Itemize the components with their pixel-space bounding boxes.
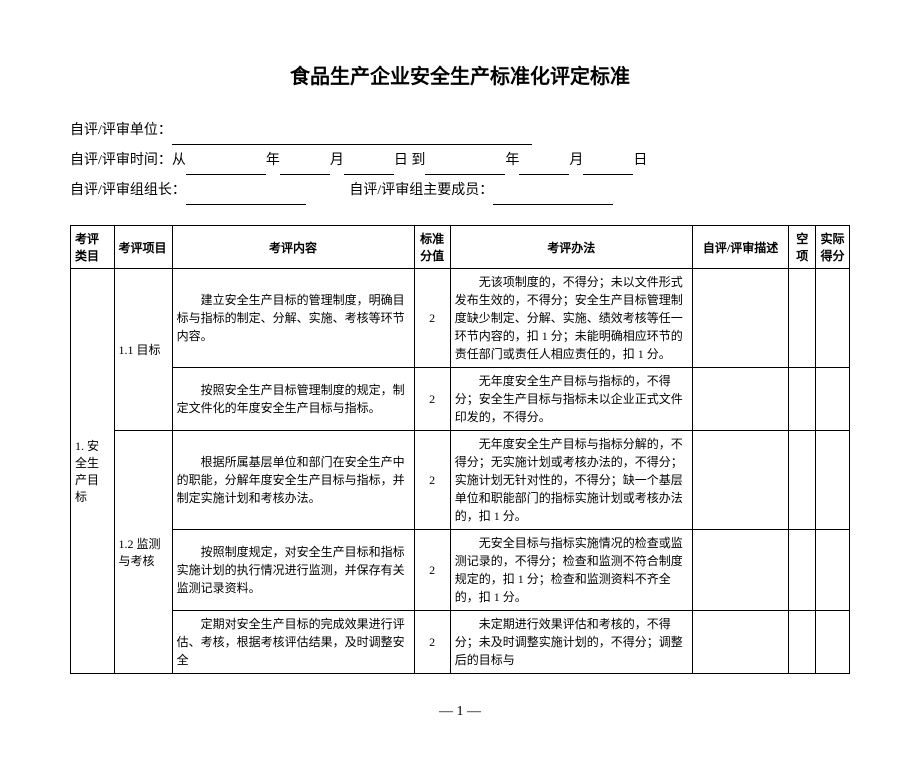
th-method: 考评办法	[450, 226, 692, 269]
item-cell-2: 1.2 监测与考核	[114, 431, 172, 674]
page-number: — 1 —	[70, 704, 850, 720]
empty-cell	[789, 269, 816, 368]
th-empty: 空项	[789, 226, 816, 269]
month2: 月	[569, 153, 583, 168]
year2: 年	[505, 153, 519, 168]
score-cell: 2	[414, 269, 450, 368]
method-cell: 无安全目标与指标实施情况的检查或监测记录的，不得分；检查和监测不符合制度规定的，…	[450, 530, 692, 611]
actual-cell	[816, 269, 850, 368]
members-blank	[493, 191, 613, 205]
score-cell: 2	[414, 611, 450, 674]
from-month-blank	[280, 161, 330, 175]
meta-block: 自评/评审单位： 自评/评审时间：从 年 月 日 到 年 月 日 自评/评审组组长： 自评/…	[70, 117, 850, 205]
table-row: 1. 安全生产目标 1.1 目标 建立安全生产目标的管理制度，明确目标与指标的制…	[71, 269, 850, 368]
content-cell: 按照制度规定，对安全生产目标和指标实施计划的执行情况进行监测，并保存有关监测记录…	[172, 530, 414, 611]
empty-cell	[789, 530, 816, 611]
from-day-blank	[344, 161, 394, 175]
method-cell: 未定期进行效果评估和考核的，不得分；未及时调整实施计划的，不得分；调整后的目标与	[450, 611, 692, 674]
content-cell: 建立安全生产目标的管理制度，明确目标与指标的制定、分解、实施、考核等环节内容。	[172, 269, 414, 368]
category-cell: 1. 安全生产目标	[71, 269, 115, 674]
to-label: 到	[411, 153, 425, 168]
desc-cell	[692, 431, 789, 530]
score-cell: 2	[414, 530, 450, 611]
actual-cell	[816, 530, 850, 611]
method-cell: 无年度安全生产目标与指标分解的，不得分；无实施计划或考核办法的，不得分；实施计划…	[450, 431, 692, 530]
day2: 日	[633, 153, 647, 168]
th-desc: 自评/评审描述	[692, 226, 789, 269]
empty-cell	[789, 611, 816, 674]
actual-cell	[816, 431, 850, 530]
actual-cell	[816, 368, 850, 431]
org-blank	[172, 131, 532, 145]
from-year-blank	[186, 161, 266, 175]
empty-cell	[789, 431, 816, 530]
item-cell-1: 1.1 目标	[114, 269, 172, 431]
empty-cell	[789, 368, 816, 431]
method-cell: 无年度安全生产目标与指标的，不得分；安全生产目标与指标未以企业正式文件印发的，不…	[450, 368, 692, 431]
to-year-blank	[425, 161, 505, 175]
to-day-blank	[583, 161, 633, 175]
desc-cell	[692, 269, 789, 368]
desc-cell	[692, 611, 789, 674]
actual-cell	[816, 611, 850, 674]
org-label: 自评/评审单位：	[70, 123, 172, 138]
content-cell: 按照安全生产目标管理制度的规定，制定文件化的年度安全生产目标与指标。	[172, 368, 414, 431]
time-label: 自评/评审时间：从	[70, 153, 186, 168]
month1: 月	[330, 153, 344, 168]
content-cell: 根据所属基层单位和部门在安全生产中的职能，分解年度安全生产目标与指标，并制定实施…	[172, 431, 414, 530]
score-cell: 2	[414, 431, 450, 530]
method-cell: 无该项制度的，不得分；未以文件形式发布生效的，不得分；安全生产目标管理制度缺少制…	[450, 269, 692, 368]
th-content: 考评内容	[172, 226, 414, 269]
table-row: 按照制度规定，对安全生产目标和指标实施计划的执行情况进行监测，并保存有关监测记录…	[71, 530, 850, 611]
table-row: 1.2 监测与考核 根据所属基层单位和部门在安全生产中的职能，分解年度安全生产目…	[71, 431, 850, 530]
meta-leader: 自评/评审组组长： 自评/评审组主要成员：	[70, 177, 850, 205]
content-cell: 定期对安全生产目标的完成效果进行评估、考核，根据考核评估结果，及时调整安全	[172, 611, 414, 674]
th-actual: 实际得分	[816, 226, 850, 269]
desc-cell	[692, 530, 789, 611]
th-score: 标准分值	[414, 226, 450, 269]
th-category: 考评类目	[71, 226, 115, 269]
th-item: 考评项目	[114, 226, 172, 269]
year1: 年	[266, 153, 280, 168]
doc-title: 食品生产企业安全生产标准化评定标准	[70, 60, 850, 89]
leader-label: 自评/评审组组长：	[70, 183, 186, 198]
to-month-blank	[519, 161, 569, 175]
table-row: 定期对安全生产目标的完成效果进行评估、考核，根据考核评估结果，及时调整安全 2 …	[71, 611, 850, 674]
day1: 日	[394, 153, 408, 168]
meta-org: 自评/评审单位：	[70, 117, 850, 145]
leader-blank	[186, 191, 306, 205]
desc-cell	[692, 368, 789, 431]
table-row: 按照安全生产目标管理制度的规定，制定文件化的年度安全生产目标与指标。 2 无年度…	[71, 368, 850, 431]
meta-time: 自评/评审时间：从 年 月 日 到 年 月 日	[70, 147, 850, 175]
assessment-table: 考评类目 考评项目 考评内容 标准分值 考评办法 自评/评审描述 空项 实际得分…	[70, 225, 850, 674]
table-header-row: 考评类目 考评项目 考评内容 标准分值 考评办法 自评/评审描述 空项 实际得分	[71, 226, 850, 269]
score-cell: 2	[414, 368, 450, 431]
members-label: 自评/评审组主要成员：	[349, 183, 493, 198]
